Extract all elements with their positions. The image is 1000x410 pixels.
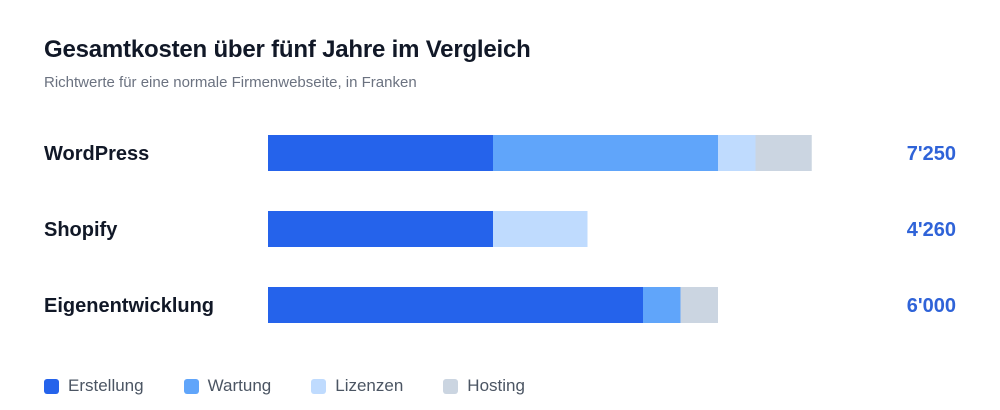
- legend-item: Erstellung: [44, 376, 144, 396]
- total-value-label: 4'260: [907, 219, 956, 241]
- bar-segment-erstellung: [268, 135, 493, 171]
- chart-subtitle: Richtwerte für eine normale Firmenwebsei…: [44, 74, 417, 91]
- legend-item: Lizenzen: [311, 376, 403, 396]
- legend-label: Hosting: [467, 376, 525, 395]
- legend-label: Lizenzen: [335, 376, 404, 395]
- legend-label: Wartung: [207, 376, 272, 395]
- stacked-bar-chart: WordPress 7'250 Shopify 4'260 Eigenentwicklu…: [44, 135, 956, 323]
- bar-segment-erstellung: [268, 287, 643, 323]
- bar-segment-lizenzen: [493, 211, 588, 247]
- legend-swatch: [311, 378, 327, 394]
- bar-segment-hosting: [755, 135, 812, 171]
- chart-legend: Erstellung Wartung Lizenzen Hosting: [44, 376, 565, 396]
- legend-label: Erstellung: [68, 376, 144, 395]
- chart-title: Gesamtkosten über fünf Jahre im Vergleic…: [44, 36, 531, 63]
- bar-segment-erstellung: [268, 211, 493, 247]
- legend-swatch: [443, 378, 459, 394]
- total-value-label: 7'250: [907, 143, 956, 165]
- bar-segment-lizenzen: [718, 135, 756, 171]
- bar-segment-wartung: [643, 287, 681, 323]
- legend-swatch: [44, 378, 59, 394]
- bar-segment-wartung: [493, 135, 718, 171]
- legend-swatch: [183, 378, 199, 394]
- category-label: Shopify: [44, 219, 118, 241]
- legend-item: Hosting: [443, 376, 525, 396]
- bar-segment-hosting: [680, 287, 718, 323]
- category-label: Eigenentwicklung: [44, 295, 214, 317]
- category-label: WordPress: [44, 143, 149, 165]
- total-value-label: 6'000: [907, 295, 956, 317]
- legend-item: Wartung: [183, 376, 272, 396]
